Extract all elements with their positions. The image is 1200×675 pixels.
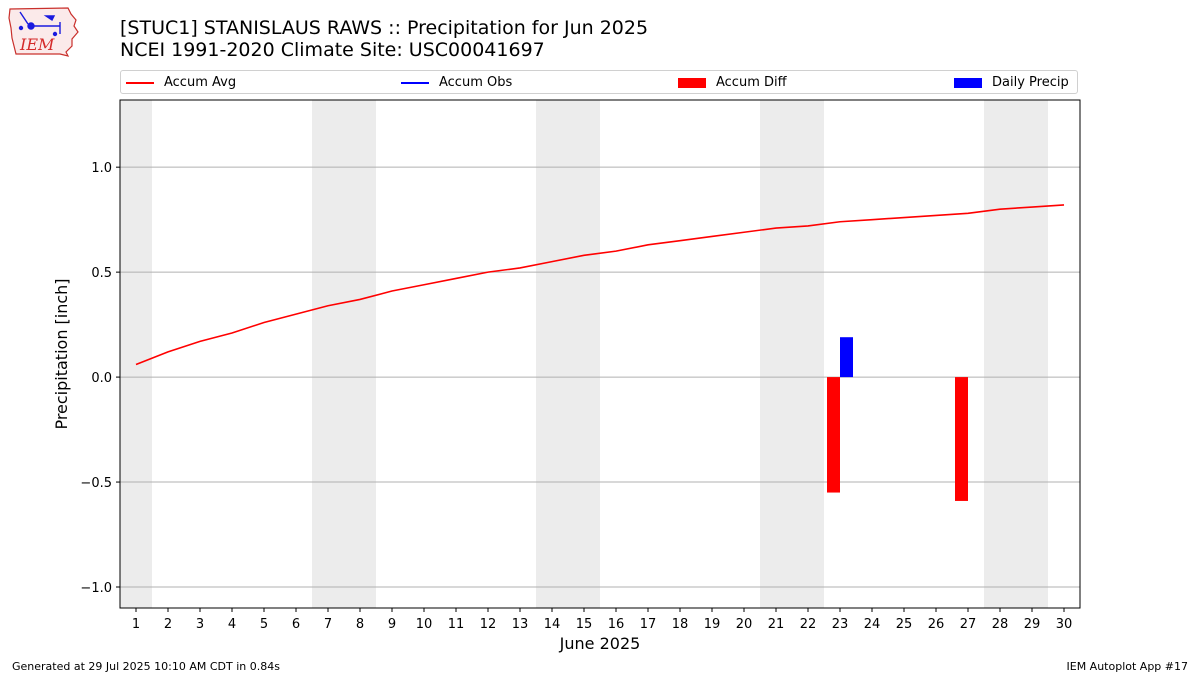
x-tick-label: 10 xyxy=(416,617,433,632)
legend-swatch-accum-obs xyxy=(401,81,429,84)
legend-label-accum-diff: Accum Diff xyxy=(716,75,787,90)
x-tick-label: 8 xyxy=(356,617,364,632)
x-tick-label: 5 xyxy=(260,617,268,632)
x-tick-label: 13 xyxy=(512,617,529,632)
legend-item-accum-avg: Accum Avg xyxy=(126,74,236,91)
x-tick-label: 15 xyxy=(576,617,593,632)
daily-precip-bar xyxy=(840,337,853,378)
x-tick-label: 30 xyxy=(1056,617,1073,632)
chart-title: [STUC1] STANISLAUS RAWS :: Precipitation… xyxy=(120,17,649,39)
legend-item-daily-precip: Daily Precip xyxy=(954,74,1069,91)
logo-text: IEM xyxy=(19,35,55,54)
weekend-shading xyxy=(536,100,600,608)
x-tick-label: 24 xyxy=(864,617,881,632)
chart-legend: Accum Avg Accum Obs Accum Diff Daily Pre… xyxy=(120,70,1078,94)
y-tick-label: 0.0 xyxy=(91,371,112,386)
legend-label-daily-precip: Daily Precip xyxy=(992,75,1069,90)
x-tick-label: 9 xyxy=(388,617,396,632)
x-tick-label: 20 xyxy=(736,617,753,632)
accum-diff-bar xyxy=(955,377,968,501)
x-tick-label: 22 xyxy=(800,617,817,632)
weekend-shading xyxy=(760,100,824,608)
chart-subtitle: NCEI 1991-2020 Climate Site: USC00041697 xyxy=(120,39,545,61)
x-tick-label: 4 xyxy=(228,617,236,632)
legend-label-accum-avg: Accum Avg xyxy=(164,75,237,90)
weekend-shading xyxy=(120,100,152,608)
x-tick-label: 14 xyxy=(544,617,561,632)
y-tick-label: −1.0 xyxy=(80,581,112,596)
plot-frame xyxy=(119,99,1081,609)
x-tick-label: 25 xyxy=(896,617,913,632)
weekend-shading xyxy=(984,100,1048,608)
legend-swatch-daily-precip xyxy=(954,77,982,88)
y-tick-label: 1.0 xyxy=(91,161,112,176)
x-tick-label: 16 xyxy=(608,617,625,632)
x-tick-label: 11 xyxy=(448,617,465,632)
x-tick-label: 28 xyxy=(992,617,1009,632)
y-tick-label: 0.5 xyxy=(91,266,112,281)
iem-logo: IEM xyxy=(6,4,82,60)
x-tick-label: 19 xyxy=(704,617,721,632)
x-tick-label: 2 xyxy=(164,617,172,632)
x-tick-label: 23 xyxy=(832,617,849,632)
weekend-shading xyxy=(312,100,376,608)
x-tick-label: 21 xyxy=(768,617,785,632)
legend-swatch-accum-avg xyxy=(126,81,154,84)
x-tick-label: 1 xyxy=(132,617,140,632)
y-tick-label: −0.5 xyxy=(80,476,112,491)
x-tick-label: 29 xyxy=(1024,617,1041,632)
x-axis-label: June 2025 xyxy=(559,634,641,653)
legend-label-accum-obs: Accum Obs xyxy=(439,75,513,90)
footer-app-text: IEM Autoplot App #17 xyxy=(1066,660,1189,673)
x-tick-label: 12 xyxy=(480,617,497,632)
legend-item-accum-obs: Accum Obs xyxy=(401,74,512,91)
x-tick-label: 17 xyxy=(640,617,657,632)
y-axis-label: Precipitation [inch] xyxy=(52,278,71,429)
legend-item-accum-diff: Accum Diff xyxy=(678,74,787,91)
accum-diff-bar xyxy=(827,377,840,493)
x-tick-label: 18 xyxy=(672,617,689,632)
footer-generated-text: Generated at 29 Jul 2025 10:10 AM CDT in… xyxy=(12,660,280,673)
legend-swatch-accum-diff xyxy=(678,77,706,88)
x-tick-label: 3 xyxy=(196,617,204,632)
iowa-outline-shape xyxy=(8,7,79,57)
x-tick-label: 6 xyxy=(292,617,300,632)
x-tick-label: 26 xyxy=(928,617,945,632)
x-tick-label: 27 xyxy=(960,617,977,632)
x-tick-label: 7 xyxy=(324,617,332,632)
accum-avg-line xyxy=(135,204,1065,366)
weather-icons-shape xyxy=(18,11,61,37)
